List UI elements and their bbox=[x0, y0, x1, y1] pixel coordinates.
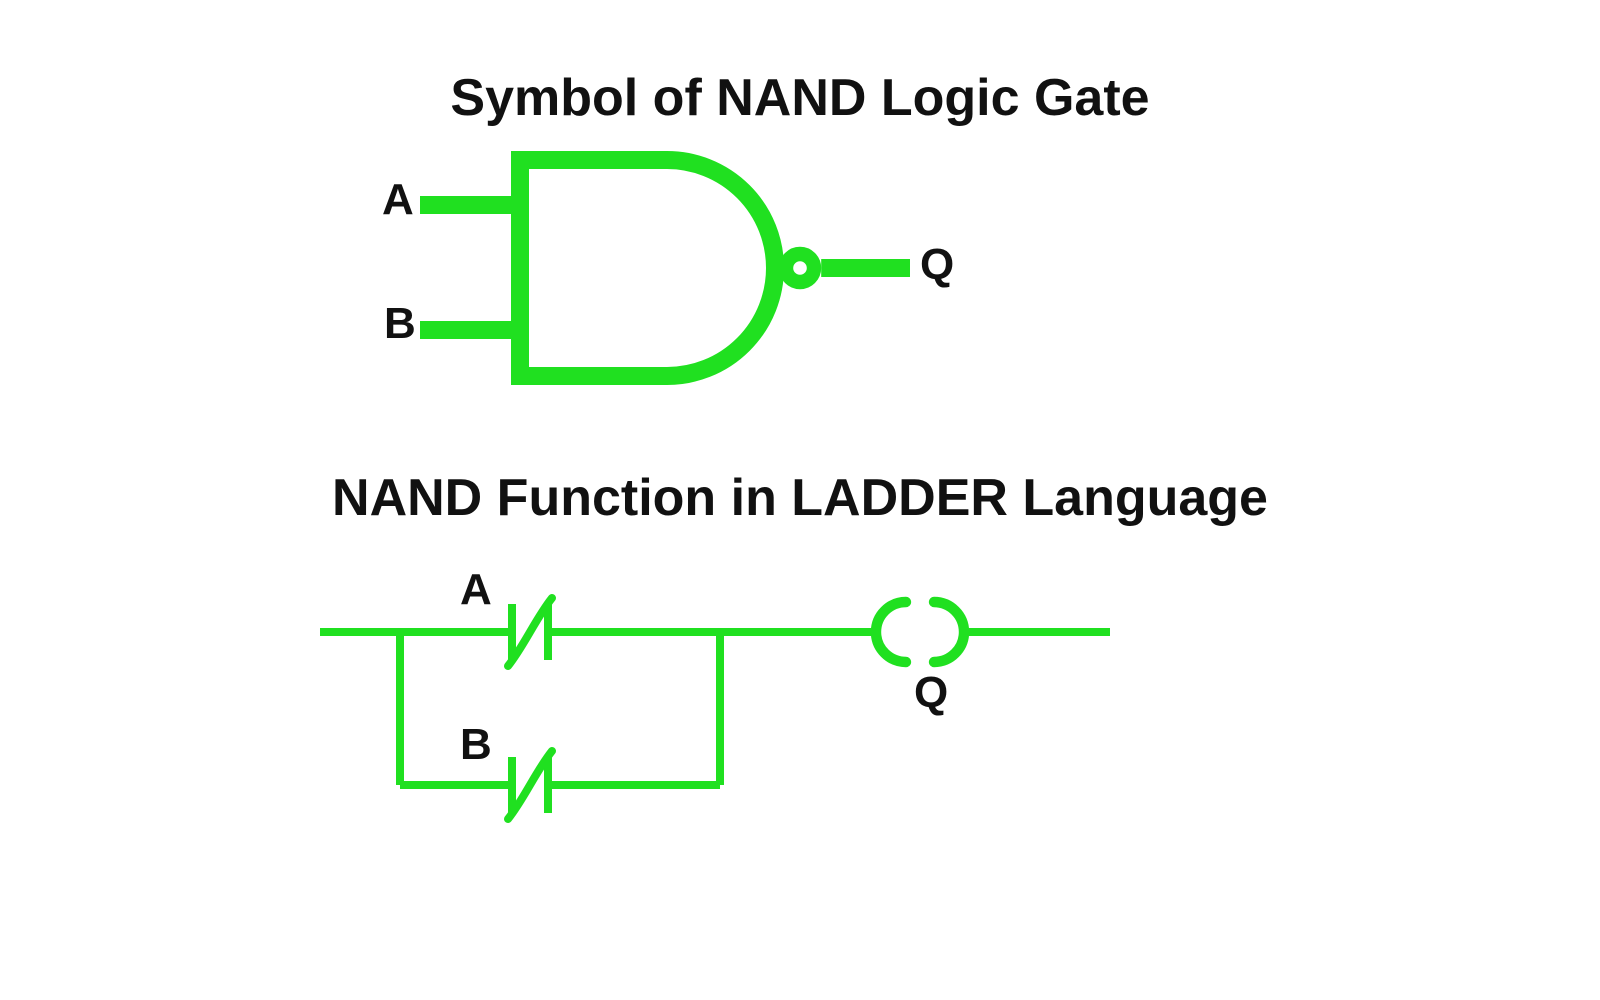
coil-right-paren-icon bbox=[934, 602, 964, 662]
gate-input-b-label: B bbox=[384, 299, 416, 349]
coil-left-paren-icon bbox=[876, 602, 906, 662]
gate-output-label: Q bbox=[920, 240, 954, 290]
nand-gate-body bbox=[520, 160, 775, 376]
gate-input-a-label: A bbox=[382, 175, 414, 225]
ladder-contact-a-label: A bbox=[460, 565, 492, 615]
ladder-diagram bbox=[300, 560, 1150, 840]
ladder-coil-label: Q bbox=[914, 668, 948, 718]
nand-gate-diagram bbox=[370, 140, 1070, 420]
nand-bubble-icon bbox=[786, 254, 814, 282]
ladder-contact-b-label: B bbox=[460, 720, 492, 770]
gate-title: Symbol of NAND Logic Gate bbox=[0, 68, 1600, 128]
ladder-title: NAND Function in LADDER Language bbox=[0, 468, 1600, 528]
